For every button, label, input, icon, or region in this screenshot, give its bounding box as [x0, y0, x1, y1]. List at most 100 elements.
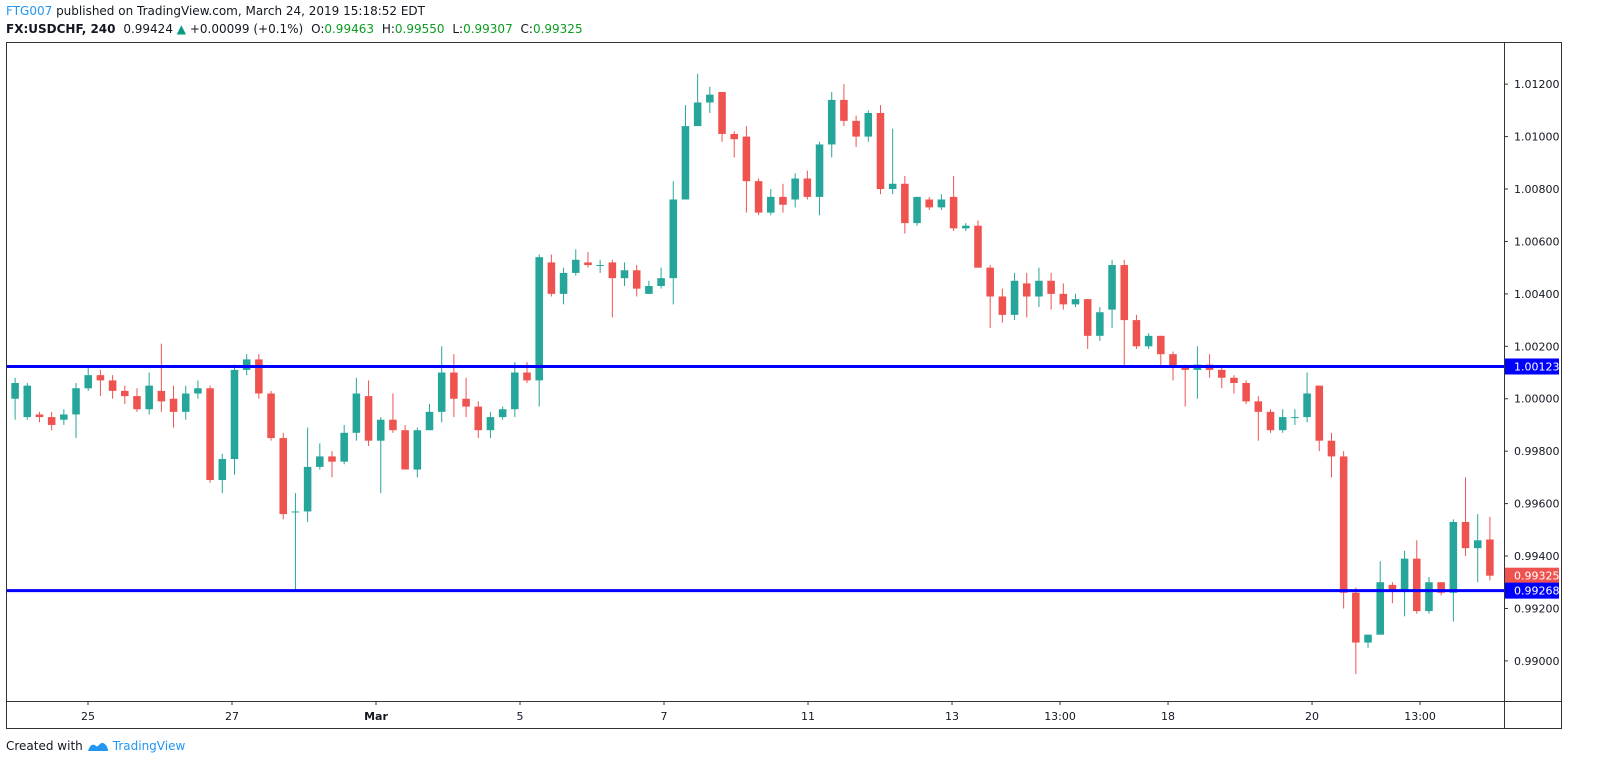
candle-body	[181, 393, 190, 412]
horizontal-levels	[7, 364, 1504, 593]
candle	[1461, 477, 1470, 557]
candle	[1193, 346, 1202, 399]
candle	[852, 115, 860, 148]
candle	[718, 92, 726, 142]
candle-body	[876, 112, 885, 190]
candle-body	[413, 430, 422, 470]
candle	[742, 126, 751, 213]
candle	[279, 432, 288, 520]
candle-body	[1181, 367, 1189, 370]
candle-body	[693, 102, 702, 127]
price-labels: 0.99325 1.00123 0.99268	[1505, 358, 1560, 599]
time-tick-label: Mar	[364, 710, 388, 723]
candle	[535, 254, 543, 407]
candle-body	[1108, 265, 1116, 310]
time-tick-label: 13:00	[1044, 710, 1076, 723]
candle	[389, 393, 397, 433]
candle-body	[1352, 592, 1360, 643]
candle-body	[376, 419, 385, 441]
candle-body	[194, 388, 202, 394]
candle-body	[1339, 456, 1348, 593]
price-tick-label: 1.00800	[1514, 183, 1560, 196]
candle-body	[1303, 393, 1311, 418]
candle	[376, 417, 385, 494]
candle-body	[1400, 558, 1409, 591]
level-price-label-bg	[1505, 358, 1559, 375]
candle	[730, 131, 738, 158]
candle-body	[340, 432, 348, 462]
candle-body	[72, 388, 80, 415]
time-tick-label: 25	[81, 710, 95, 723]
candle-body	[108, 380, 117, 391]
candle	[364, 380, 373, 446]
candle	[1144, 333, 1153, 349]
candle	[840, 84, 848, 127]
candle-body	[669, 199, 678, 279]
candle	[559, 267, 568, 305]
candle-body	[657, 278, 665, 287]
candle	[901, 175, 909, 234]
published-text: published on TradingView.com, March 24, …	[56, 4, 425, 18]
candle-body	[425, 411, 434, 431]
level-price-label: 0.99268	[1505, 582, 1560, 599]
candle	[1364, 634, 1372, 648]
candle	[486, 411, 495, 439]
candle-body	[1437, 582, 1445, 593]
candle-body	[925, 199, 934, 208]
candle-body	[121, 390, 129, 397]
candle-body	[1096, 312, 1104, 336]
candle	[584, 251, 592, 268]
author-link[interactable]: FTG007	[6, 4, 53, 18]
time-tick-label: 20	[1305, 710, 1319, 723]
price-tick-label: 0.99000	[1514, 655, 1560, 668]
candle-body	[888, 183, 897, 190]
candle	[1412, 540, 1421, 614]
candle	[1473, 514, 1482, 583]
candle	[35, 411, 44, 423]
candle-body	[779, 196, 787, 205]
candle-body	[486, 417, 495, 431]
candle-body	[1461, 521, 1470, 549]
candle-body	[767, 196, 775, 213]
candle-body	[608, 262, 617, 279]
last-price: 0.99424	[123, 22, 173, 36]
candle-body	[718, 92, 726, 134]
candle-body	[681, 126, 690, 200]
candle	[1242, 380, 1250, 404]
candle	[157, 343, 166, 412]
candle	[803, 170, 812, 200]
candle	[1291, 409, 1299, 425]
candle	[1022, 272, 1031, 318]
last-price-label-bg	[1505, 567, 1559, 584]
candle-body	[1022, 283, 1031, 297]
price-tick-label: 1.00200	[1514, 340, 1560, 353]
candle	[1120, 259, 1129, 368]
candle	[693, 73, 702, 127]
candle-body	[157, 390, 166, 402]
candle-body	[437, 372, 446, 412]
candle-body	[901, 183, 909, 224]
candle-body	[1230, 377, 1238, 384]
candle-body	[1254, 401, 1263, 412]
candle	[779, 183, 787, 213]
candle	[1108, 259, 1116, 328]
low-value: 0.99307	[463, 22, 513, 36]
candle	[962, 223, 970, 231]
candle-body	[852, 120, 860, 137]
candle-body	[815, 144, 824, 197]
candle	[681, 105, 690, 200]
candle-body	[986, 267, 994, 297]
candle-body	[1266, 411, 1275, 431]
candle	[888, 128, 897, 195]
candle-body	[584, 262, 592, 266]
open-value: 0.99463	[324, 22, 374, 36]
candle	[511, 362, 519, 418]
candle-body	[1473, 540, 1482, 549]
candle	[827, 92, 836, 158]
candle-body	[401, 430, 409, 470]
tradingview-brand-link[interactable]: TradingView	[112, 739, 186, 753]
candle-body	[206, 388, 214, 481]
candle-body	[474, 406, 483, 431]
price-tick-label: 1.00600	[1514, 235, 1560, 248]
